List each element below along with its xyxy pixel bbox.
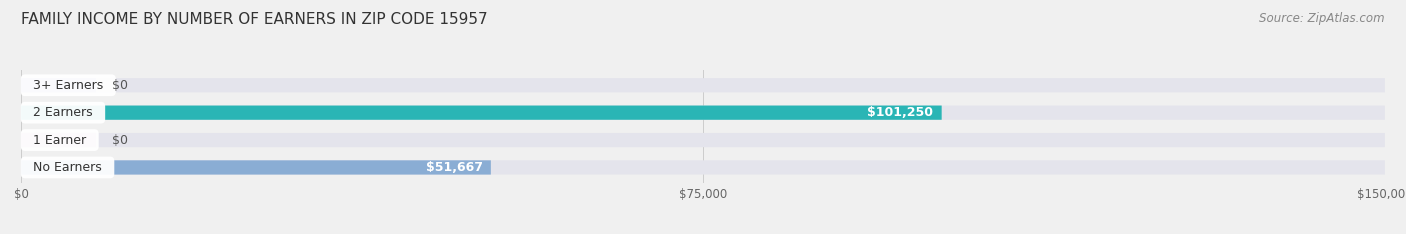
FancyBboxPatch shape [21,106,1385,120]
FancyBboxPatch shape [21,78,1385,92]
Text: $0: $0 [112,79,128,92]
Text: $101,250: $101,250 [868,106,934,119]
Text: 1 Earner: 1 Earner [25,134,94,146]
FancyBboxPatch shape [21,133,1385,147]
Text: No Earners: No Earners [25,161,110,174]
Text: $51,667: $51,667 [426,161,482,174]
Text: $0: $0 [112,134,128,146]
Text: 3+ Earners: 3+ Earners [25,79,111,92]
FancyBboxPatch shape [21,133,96,147]
FancyBboxPatch shape [21,78,96,92]
FancyBboxPatch shape [21,106,942,120]
FancyBboxPatch shape [21,160,1385,175]
FancyBboxPatch shape [21,160,491,175]
Text: FAMILY INCOME BY NUMBER OF EARNERS IN ZIP CODE 15957: FAMILY INCOME BY NUMBER OF EARNERS IN ZI… [21,12,488,27]
Text: 2 Earners: 2 Earners [25,106,101,119]
Text: Source: ZipAtlas.com: Source: ZipAtlas.com [1260,12,1385,25]
